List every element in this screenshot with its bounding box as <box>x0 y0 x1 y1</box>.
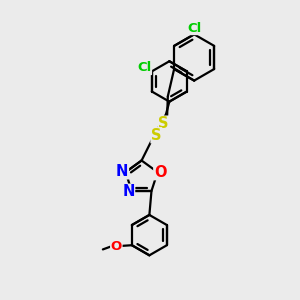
Text: S: S <box>151 128 162 143</box>
Text: Cl: Cl <box>137 61 152 74</box>
Text: S: S <box>158 116 169 131</box>
Text: Cl: Cl <box>187 22 201 34</box>
Text: N: N <box>116 164 128 179</box>
Text: O: O <box>154 165 167 180</box>
Text: N: N <box>122 184 134 199</box>
Text: O: O <box>111 240 122 253</box>
